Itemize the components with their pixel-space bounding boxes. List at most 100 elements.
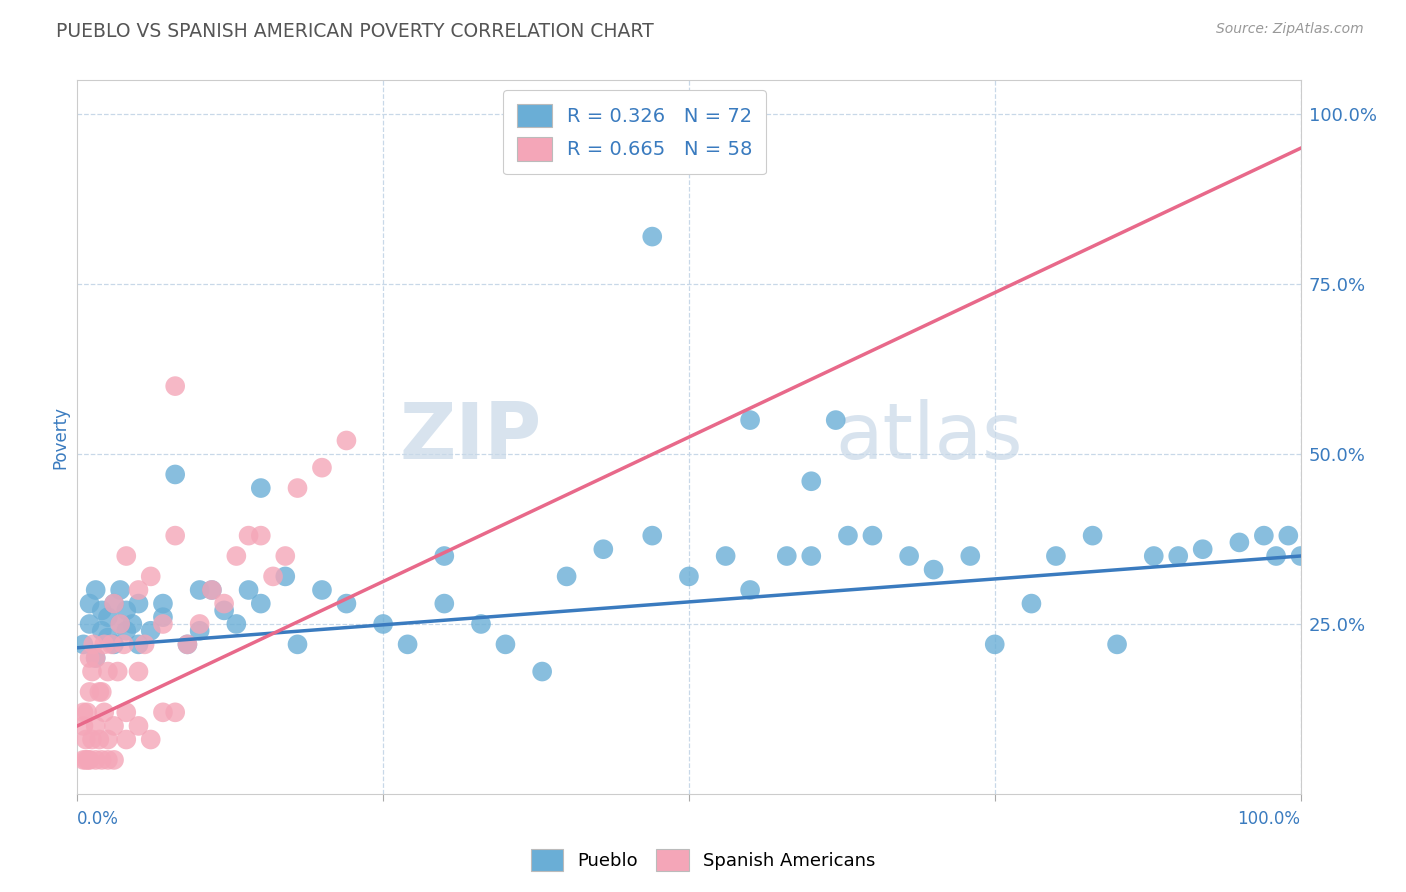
Point: [115, 603, 138, 617]
Point: [776, 549, 799, 563]
Point: [396, 637, 419, 651]
Text: atlas: atlas: [835, 399, 1024, 475]
Point: [128, 597, 150, 611]
Point: [984, 637, 1007, 651]
Point: [103, 597, 125, 611]
Legend: R = 0.326   N = 72, R = 0.665   N = 58: R = 0.326 N = 72, R = 0.665 N = 58: [503, 90, 766, 175]
Point: [79, 753, 101, 767]
Point: [115, 732, 138, 747]
Point: [740, 413, 762, 427]
Point: [1045, 549, 1067, 563]
Point: [201, 582, 224, 597]
Point: [84, 582, 107, 597]
Point: [212, 597, 235, 611]
Point: [274, 549, 297, 563]
Text: 100.0%: 100.0%: [1237, 810, 1301, 828]
Point: [311, 582, 333, 597]
Text: 0.0%: 0.0%: [77, 810, 120, 828]
Point: [176, 637, 198, 651]
Point: [165, 706, 187, 720]
Point: [84, 651, 107, 665]
Point: [115, 706, 138, 720]
Point: [79, 597, 101, 611]
Y-axis label: Poverty: Poverty: [51, 406, 69, 468]
Point: [79, 685, 101, 699]
Point: [107, 665, 129, 679]
Point: [115, 549, 138, 563]
Point: [225, 549, 247, 563]
Point: [134, 637, 156, 651]
Point: [93, 637, 115, 651]
Point: [714, 549, 737, 563]
Point: [128, 719, 150, 733]
Point: [250, 528, 273, 542]
Point: [103, 753, 125, 767]
Point: [89, 685, 111, 699]
Point: [165, 379, 187, 393]
Point: [188, 582, 211, 597]
Point: [139, 569, 162, 583]
Point: [97, 665, 120, 679]
Legend: Pueblo, Spanish Americans: Pueblo, Spanish Americans: [523, 842, 883, 879]
Point: [79, 651, 101, 665]
Point: [139, 624, 162, 638]
Point: [335, 434, 357, 448]
Point: [76, 706, 98, 720]
Point: [641, 528, 664, 542]
Point: [641, 229, 664, 244]
Point: [97, 753, 120, 767]
Point: [108, 582, 131, 597]
Point: [555, 569, 578, 583]
Point: [274, 569, 297, 583]
Point: [1167, 549, 1189, 563]
Point: [188, 624, 211, 638]
Point: [311, 460, 333, 475]
Point: [152, 706, 174, 720]
Point: [97, 631, 120, 645]
Point: [1277, 528, 1299, 542]
Point: [1107, 637, 1129, 651]
Point: [470, 617, 492, 632]
Text: ZIP: ZIP: [399, 399, 543, 475]
Point: [77, 753, 100, 767]
Point: [79, 617, 101, 632]
Point: [108, 617, 131, 632]
Point: [1191, 542, 1213, 557]
Point: [103, 719, 125, 733]
Point: [90, 685, 112, 699]
Point: [72, 637, 94, 651]
Point: [112, 637, 135, 651]
Point: [862, 528, 884, 542]
Point: [100, 637, 122, 651]
Point: [108, 617, 131, 632]
Point: [1265, 549, 1288, 563]
Point: [75, 753, 97, 767]
Point: [103, 597, 125, 611]
Point: [128, 665, 150, 679]
Point: [837, 528, 859, 542]
Point: [371, 617, 394, 632]
Point: [1021, 597, 1043, 611]
Point: [1289, 549, 1312, 563]
Point: [176, 637, 198, 651]
Point: [824, 413, 846, 427]
Point: [212, 603, 235, 617]
Point: [97, 732, 120, 747]
Point: [898, 549, 921, 563]
Point: [84, 753, 107, 767]
Point: [128, 582, 150, 597]
Point: [165, 528, 187, 542]
Text: Source: ZipAtlas.com: Source: ZipAtlas.com: [1216, 22, 1364, 37]
Point: [433, 549, 456, 563]
Point: [89, 732, 111, 747]
Point: [201, 582, 224, 597]
Point: [103, 637, 125, 651]
Point: [800, 549, 823, 563]
Point: [1253, 528, 1275, 542]
Point: [90, 624, 112, 638]
Point: [82, 637, 104, 651]
Point: [287, 481, 309, 495]
Point: [121, 617, 143, 632]
Point: [238, 582, 260, 597]
Point: [740, 582, 762, 597]
